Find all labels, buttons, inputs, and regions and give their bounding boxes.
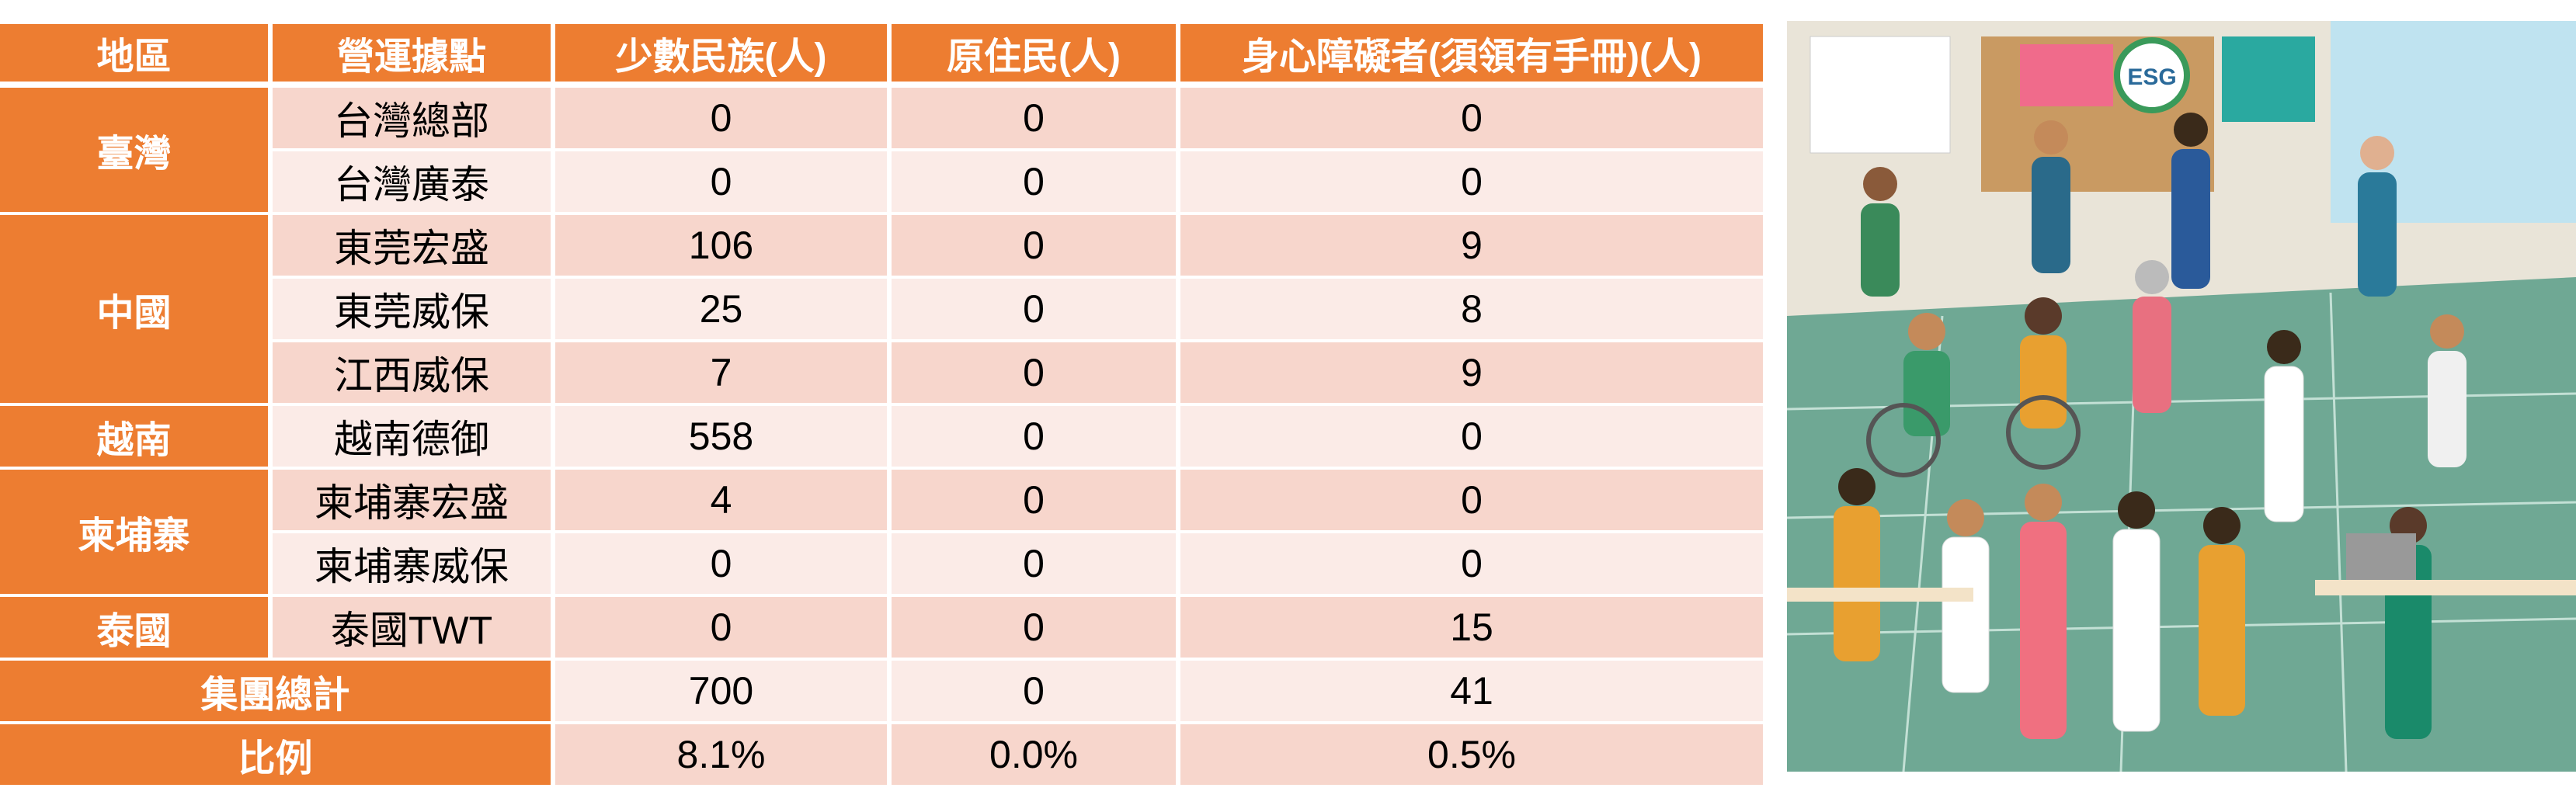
region-cell: 越南 (0, 406, 268, 467)
region-cell: 泰國 (0, 597, 268, 658)
indigenous-cell: 0 (892, 215, 1176, 276)
disabled-cell: 9 (1180, 342, 1763, 403)
disabled-cell: 0 (1180, 470, 1763, 530)
minority-cell: 558 (555, 406, 887, 467)
people (1834, 113, 2466, 739)
disabled-cell: 0 (1180, 533, 1763, 594)
region-cell: 柬埔寨 (0, 470, 268, 594)
minority-cell: 0 (555, 597, 887, 658)
ratio-indigenous: 0.0% (892, 724, 1176, 785)
site-cell: 台灣廣泰 (273, 151, 551, 212)
disabled-cell: 15 (1180, 597, 1763, 658)
ratio-label: 比例 (0, 724, 551, 785)
header-minority: 少數民族(人) (555, 24, 887, 82)
ratio-disabled: 0.5% (1180, 724, 1763, 785)
ratio-minority: 8.1% (555, 724, 887, 785)
total-minority: 700 (555, 661, 887, 721)
header-disabled: 身心障礙者(須領有手冊)(人) (1180, 24, 1763, 82)
disabled-cell: 8 (1180, 279, 1763, 339)
site-cell: 柬埔寨宏盛 (273, 470, 551, 530)
indigenous-cell: 0 (892, 88, 1176, 148)
site-cell: 東莞宏盛 (273, 215, 551, 276)
esg-sign: ESG (2127, 64, 2176, 90)
indigenous-cell: 0 (892, 151, 1176, 212)
indigenous-cell: 0 (892, 342, 1176, 403)
minority-cell: 7 (555, 342, 887, 403)
table-body: 臺灣 中國 越南 柬埔寨 泰國 台灣總部 0 0 0 台灣廣泰 0 0 0 東莞宏盛 106 0 9 東莞威保 25… (0, 88, 1763, 785)
monitor (2346, 533, 2416, 580)
indigenous-cell: 0 (892, 470, 1176, 530)
minority-cell: 0 (555, 151, 887, 212)
header-site: 營運據點 (273, 24, 551, 82)
site-cell: 東莞威保 (273, 279, 551, 339)
header-indigenous: 原住民(人) (892, 24, 1176, 82)
region-cell: 臺灣 (0, 88, 268, 212)
site-cell: 柬埔寨威保 (273, 533, 551, 594)
disabled-cell: 0 (1180, 151, 1763, 212)
minority-cell: 106 (555, 215, 887, 276)
minority-cell: 4 (555, 470, 887, 530)
header-region: 地區 (0, 24, 268, 82)
region-cell: 中國 (0, 215, 268, 403)
total-disabled: 41 (1180, 661, 1763, 721)
indigenous-cell: 0 (892, 533, 1176, 594)
disabled-cell: 0 (1180, 406, 1763, 467)
minority-cell: 0 (555, 533, 887, 594)
site-cell: 江西威保 (273, 342, 551, 403)
site-cell: 越南德御 (273, 406, 551, 467)
minority-cell: 25 (555, 279, 887, 339)
desk (2315, 580, 2576, 595)
minority-cell: 0 (555, 88, 887, 148)
site-cell: 泰國TWT (273, 597, 551, 658)
disabled-cell: 9 (1180, 215, 1763, 276)
site-cell: 台灣總部 (273, 88, 551, 148)
total-indigenous: 0 (892, 661, 1176, 721)
table-header: 地區 營運據點 少數民族(人) 原住民(人) 身心障礙者(須領有手冊)(人) (0, 24, 1763, 82)
total-label: 集團總計 (0, 661, 551, 721)
indigenous-cell: 0 (892, 597, 1176, 658)
disabled-cell: 0 (1180, 88, 1763, 148)
indigenous-cell: 0 (892, 279, 1176, 339)
diversity-office-illustration: ESG (1787, 21, 2576, 772)
indigenous-cell: 0 (892, 406, 1176, 467)
